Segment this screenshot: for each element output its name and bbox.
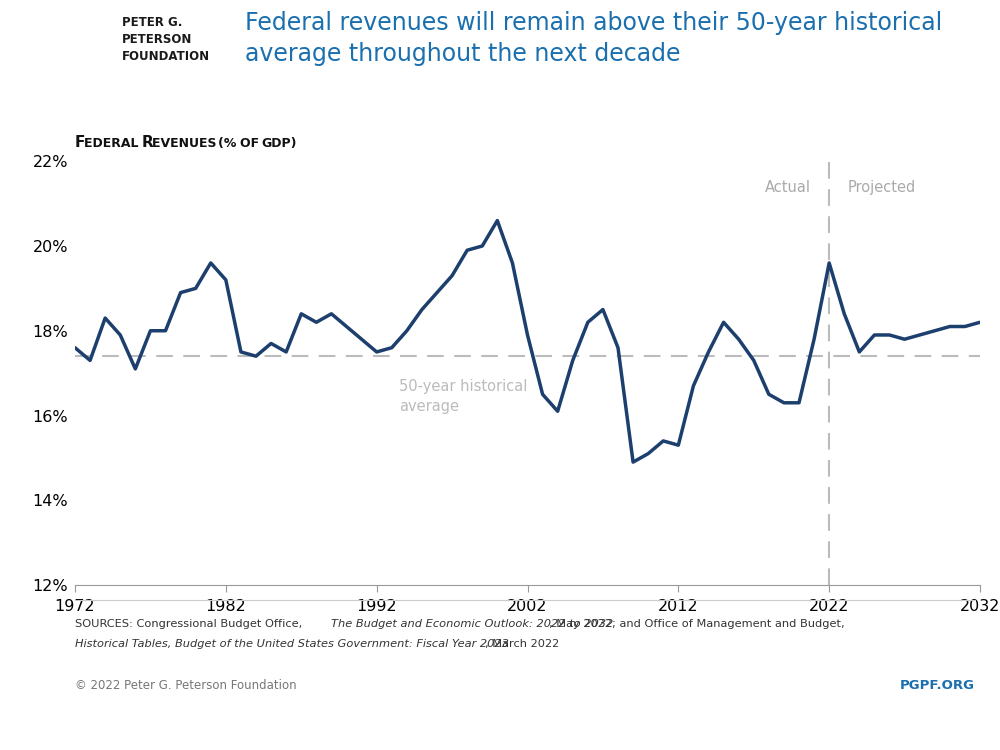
Text: PGPF.ORG: PGPF.ORG (900, 679, 975, 692)
Text: Historical Tables, Budget of the United States Government: Fiscal Year 2023: Historical Tables, Budget of the United … (75, 639, 509, 649)
Text: Actual: Actual (765, 180, 811, 195)
Text: PETER G.
PETERSON
FOUNDATION: PETER G. PETERSON FOUNDATION (122, 16, 210, 62)
Text: F: F (75, 135, 85, 150)
Text: EVENUES: EVENUES (152, 137, 221, 150)
Text: (%: (% (218, 137, 241, 150)
Text: , March 2022: , March 2022 (485, 639, 559, 649)
Text: R: R (142, 135, 154, 150)
Text: , May 2022; and Office of Management and Budget,: , May 2022; and Office of Management and… (549, 619, 845, 628)
Text: GDP): GDP) (261, 137, 296, 150)
Text: The Budget and Economic Outlook: 2022 to 2032: The Budget and Economic Outlook: 2022 to… (331, 619, 613, 628)
Text: 50-year historical
average: 50-year historical average (399, 380, 528, 414)
Text: OF: OF (240, 137, 264, 150)
Text: EDERAL: EDERAL (84, 137, 143, 150)
Text: Federal revenues will remain above their 50-year historical
average throughout t: Federal revenues will remain above their… (245, 11, 942, 66)
Text: © 2022 Peter G. Peterson Foundation: © 2022 Peter G. Peterson Foundation (75, 679, 297, 692)
Text: SOURCES: Congressional Budget Office,: SOURCES: Congressional Budget Office, (75, 619, 306, 628)
Text: Projected: Projected (847, 180, 916, 195)
